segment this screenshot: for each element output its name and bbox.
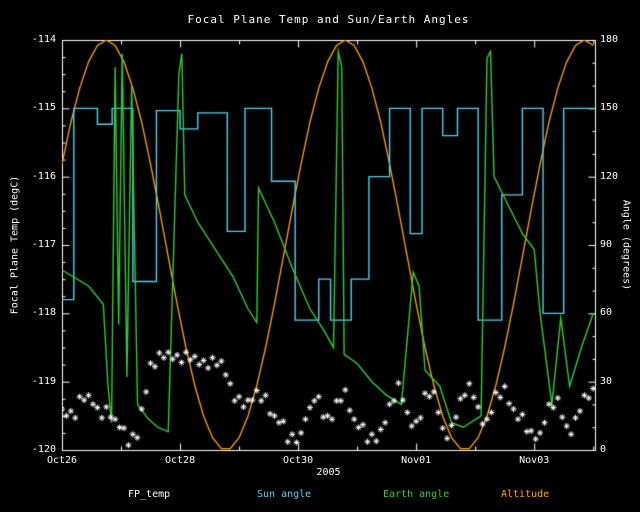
x-tick-label: Oct30 — [283, 455, 314, 466]
y-tick-label: 0 — [600, 444, 607, 455]
legend-item-fp-temp: FP_temp — [128, 489, 171, 500]
x-tick-label: Oct28 — [164, 455, 196, 466]
x-axis-year-label: 2005 — [316, 467, 341, 478]
y-tick-label: -119 — [31, 375, 56, 387]
y-tick-label: -114 — [31, 34, 56, 45]
legend-item-sun-angle: Sun angle — [257, 489, 312, 500]
y-tick-label: -117 — [31, 239, 56, 250]
x-tick-label: Nov01 — [401, 455, 432, 466]
y-tick-label: 30 — [600, 375, 613, 387]
y-tick-label: -120 — [31, 444, 56, 455]
y-tick-label: 180 — [600, 34, 619, 45]
y-axis-label-right: Angle (degrees) — [620, 199, 632, 291]
y-tick-label: 150 — [600, 102, 619, 114]
chart-title: Focal Plane Temp and Sun/Earth Angles — [187, 13, 470, 26]
legend-item-earth-angle: Earth angle — [383, 489, 450, 500]
y-tick-label: 120 — [600, 170, 619, 182]
y-tick-label: 90 — [600, 239, 613, 250]
x-tick-label: Nov03 — [519, 455, 550, 466]
y-tick-label: -118 — [31, 307, 56, 319]
y-tick-label: 60 — [600, 307, 613, 319]
y-tick-label: -115 — [31, 102, 56, 114]
legend-item-altitude: Altitude — [501, 489, 550, 500]
x-tick-label: Oct26 — [46, 455, 78, 466]
y-tick-label: -116 — [31, 170, 56, 182]
